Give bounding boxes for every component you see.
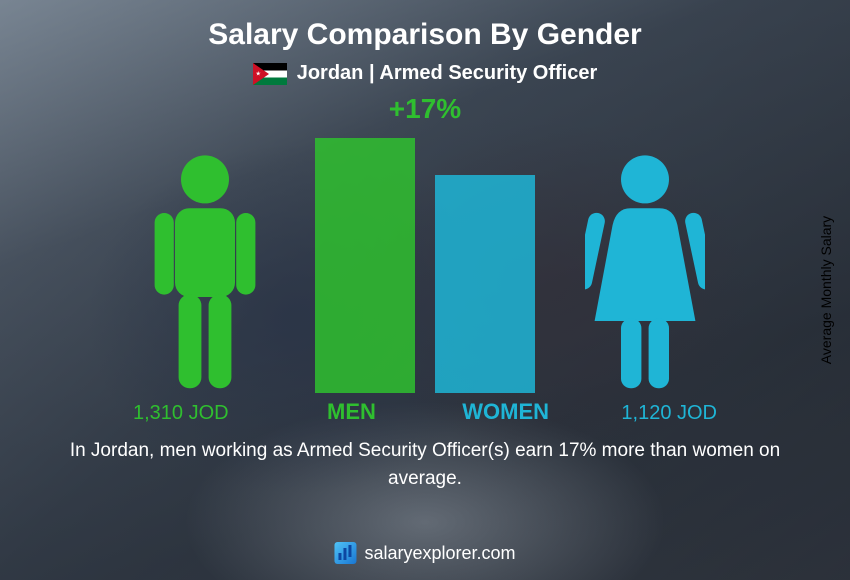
subtitle-text: Jordan | Armed Security Officer	[297, 62, 598, 85]
y-axis-label: Average Monthly Salary	[818, 216, 834, 364]
subtitle-row: Jordan | Armed Security Officer	[253, 62, 598, 85]
men-salary-value: 1,310 JOD	[133, 402, 229, 425]
footer-site-name: salaryexplorer.com	[364, 543, 515, 564]
salaryexplorer-logo-icon	[334, 542, 356, 564]
female-person-icon	[585, 153, 705, 393]
infographic-container: Salary Comparison By Gender Jordan | Arm…	[0, 0, 850, 580]
footer: salaryexplorer.com	[334, 542, 515, 564]
subtitle-job: Armed Security Officer	[379, 62, 597, 84]
percentage-difference-label: +17%	[389, 93, 461, 125]
women-salary-value: 1,120 JOD	[621, 402, 717, 425]
women-salary-bar	[435, 175, 535, 393]
women-gender-label: WOMEN	[462, 399, 549, 425]
subtitle-country: Jordan	[297, 62, 364, 84]
men-salary-bar	[315, 138, 415, 393]
subtitle-separator: |	[369, 62, 375, 84]
men-gender-label: MEN	[327, 399, 376, 425]
page-title: Salary Comparison By Gender	[208, 18, 641, 52]
jordan-flag-icon	[253, 63, 287, 85]
summary-description: In Jordan, men working as Armed Security…	[65, 437, 785, 492]
salary-chart: +17% 1,310 JOD MEN WOMEN 1,120 JOD	[115, 93, 735, 433]
male-person-icon	[145, 153, 265, 393]
